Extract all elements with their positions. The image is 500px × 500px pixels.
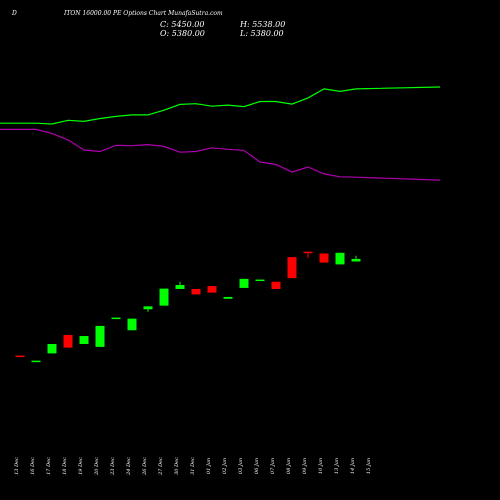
candle-body — [207, 286, 217, 293]
candle — [143, 306, 153, 312]
candles-group — [15, 251, 361, 363]
candle-body — [31, 360, 41, 363]
x-tick-label: 14 Jan — [350, 458, 356, 474]
x-tick-label: 10 Jan — [318, 458, 324, 474]
candle — [207, 286, 217, 293]
x-tick-label: 15 Jan — [366, 458, 372, 474]
candle-body — [271, 281, 281, 289]
x-tick-label: 18 Dec — [62, 457, 68, 475]
candle — [127, 318, 137, 331]
x-tick-label: 16 Dec — [30, 457, 36, 475]
candle-body — [15, 355, 25, 358]
candle-body — [127, 318, 137, 331]
x-tick-label: 13 Jan — [334, 458, 340, 474]
candle — [79, 336, 89, 344]
chart-symbol: D — [11, 10, 17, 17]
candle — [287, 257, 297, 279]
candle — [303, 251, 313, 258]
x-tick-label: 06 Jan — [254, 458, 260, 474]
candle — [111, 317, 121, 320]
candle — [159, 288, 169, 306]
x-tick-label: 27 Dec — [158, 457, 164, 476]
candle-body — [223, 296, 233, 299]
x-tick-label: 02 Jan — [222, 458, 228, 474]
candle — [95, 325, 105, 347]
candle — [47, 344, 57, 354]
x-tick-label: 09 Jan — [302, 458, 308, 474]
upper-band-line — [0, 86, 441, 125]
x-tick-label: 30 Dec — [174, 457, 180, 475]
candle — [31, 360, 41, 363]
low-value: L: 5380.00 — [239, 29, 284, 38]
candle — [271, 281, 281, 289]
x-tick-label: 13 Dec — [14, 457, 20, 475]
candle — [63, 334, 73, 348]
candle-body — [239, 278, 249, 288]
candle-body — [95, 325, 105, 347]
x-tick-labels: 13 Dec 16 Dec 17 Dec 18 Dec 19 Dec 20 Dec 23 D… — [14, 457, 372, 476]
candle — [335, 252, 345, 265]
x-tick-label: 31 Dec — [190, 457, 196, 475]
close-value: C: 5450.00 — [160, 20, 204, 29]
high-value: H: 5538.00 — [239, 20, 285, 29]
candle-body — [351, 258, 361, 262]
candle-body — [335, 252, 345, 265]
candle-body — [255, 279, 265, 282]
candle-body — [159, 288, 169, 306]
candle — [239, 278, 249, 288]
candle — [175, 281, 185, 289]
open-value: O: 5380.00 — [160, 29, 205, 38]
candle-body — [63, 334, 73, 348]
candle-body — [287, 257, 297, 279]
band-lines — [0, 86, 441, 181]
candle-body — [175, 285, 185, 289]
x-tick-label: 26 Dec — [142, 457, 148, 476]
candle-body — [191, 288, 201, 295]
x-tick-label: 01 Jan — [206, 458, 212, 474]
x-tick-label: 03 Jan — [238, 458, 244, 474]
candle-body — [47, 344, 57, 354]
x-tick-label: 19 Dec — [78, 457, 84, 475]
candle — [319, 253, 329, 263]
x-tick-label: 07 Jan — [270, 458, 276, 474]
candle-body — [319, 253, 329, 263]
candle — [351, 255, 361, 262]
candle — [223, 296, 233, 299]
candle-body — [111, 317, 121, 320]
x-tick-label: 20 Dec — [94, 457, 100, 476]
candle — [191, 288, 201, 295]
lower-band-line — [0, 128, 441, 181]
x-tick-label: 08 Jan — [286, 458, 292, 474]
x-tick-label: 23 Dec — [110, 457, 116, 476]
x-tick-label: 17 Dec — [46, 457, 52, 475]
x-tick-label: 24 Dec — [126, 457, 132, 476]
chart-title: ITON 16000.00 PE Options Chart MunafaSut… — [63, 10, 223, 17]
candle — [15, 355, 25, 358]
candle — [255, 279, 265, 282]
candle-body — [143, 306, 153, 310]
candle-body — [79, 336, 89, 344]
candle-body — [303, 251, 313, 254]
